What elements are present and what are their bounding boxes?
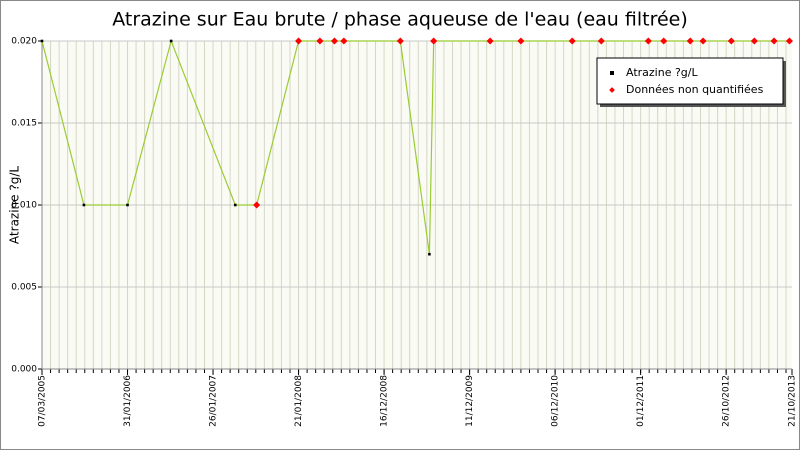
data-point (517, 37, 525, 45)
data-point (644, 37, 652, 45)
data-point (428, 252, 431, 256)
x-tick-label: 21/10/2013 (788, 375, 798, 427)
data-point (82, 203, 86, 207)
data-point (340, 37, 348, 45)
legend-marker (610, 71, 614, 75)
y-tick-label: 0.015 (11, 119, 37, 129)
data-point (699, 37, 707, 45)
legend-box (596, 57, 784, 105)
x-tick-label: 31/01/2006 (123, 375, 133, 427)
x-tick-label: 16/12/2008 (380, 375, 390, 427)
data-point (750, 37, 758, 45)
y-tick-label: 0.005 (11, 283, 37, 293)
y-tick-label: 0.020 (11, 37, 37, 47)
data-point (686, 37, 694, 45)
data-point (660, 37, 668, 45)
data-point (785, 37, 793, 45)
data-point (486, 37, 494, 45)
y-tick-label: 0.010 (11, 201, 37, 211)
x-tick-label: 06/12/2010 (551, 375, 561, 427)
data-point (295, 37, 303, 45)
data-point (396, 37, 404, 45)
x-tick-label: 01/12/2011 (636, 375, 646, 427)
data-point (727, 37, 735, 45)
y-axis-label: Atrazine ?g/L (8, 166, 22, 244)
chart-title: Atrazine sur Eau brute / phase aqueuse d… (112, 9, 688, 31)
data-point (40, 39, 44, 43)
data-point (316, 37, 324, 45)
x-tick-label: 07/03/2005 (38, 375, 48, 427)
x-tick-label: 26/10/2012 (722, 375, 732, 427)
x-tick-label: 21/01/2008 (294, 375, 304, 427)
data-point (253, 201, 261, 209)
x-tick-label: 11/12/2009 (465, 375, 475, 427)
data-point (330, 37, 339, 45)
data-point (126, 203, 129, 207)
y-tick-label: 0.000 (11, 365, 37, 375)
legend-label: Données non quantifiées (626, 83, 764, 96)
data-point (568, 37, 576, 45)
data-point (169, 39, 173, 43)
data-point (770, 37, 778, 45)
data-point (430, 37, 438, 45)
legend-marker (609, 87, 615, 93)
x-tick-label: 26/01/2007 (209, 375, 219, 427)
legend: Atrazine ?g/L Données non quantifiées (596, 57, 786, 107)
legend-label: Atrazine ?g/L (626, 66, 699, 79)
data-point (233, 203, 237, 207)
data-point (597, 37, 605, 45)
